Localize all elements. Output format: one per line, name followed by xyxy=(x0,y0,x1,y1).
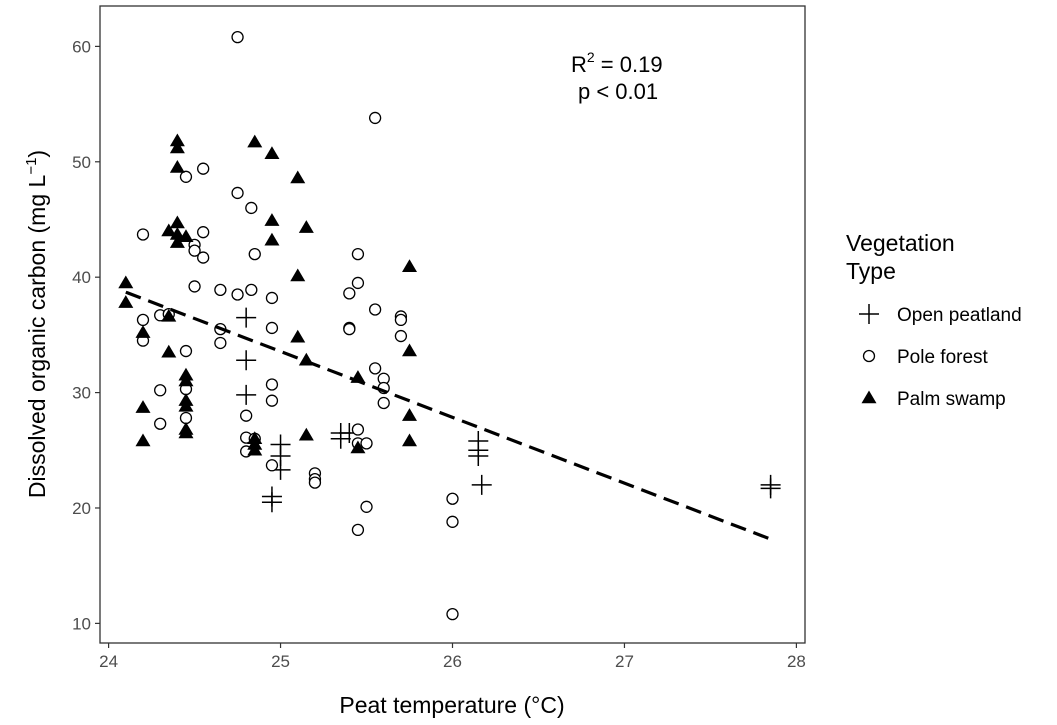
pole-forest-point xyxy=(361,438,372,449)
pole-forest-point xyxy=(344,324,355,335)
pole-forest-point xyxy=(249,249,260,260)
r-squared-annotation: R2 = 0.19 xyxy=(571,49,663,77)
pole-forest-point xyxy=(189,281,200,292)
legend-key-pole-forest xyxy=(864,351,875,362)
x-tick-label: 24 xyxy=(99,652,118,671)
y-tick-label: 10 xyxy=(72,614,91,633)
pole-forest-point xyxy=(246,202,257,213)
pole-forest-point xyxy=(447,516,458,527)
pole-forest-point xyxy=(232,187,243,198)
pole-forest-point xyxy=(361,501,372,512)
pole-forest-point xyxy=(198,252,209,263)
legend-label-open-peatland: Open peatland xyxy=(897,305,1022,326)
x-tick-label: 25 xyxy=(271,652,290,671)
pole-forest-point xyxy=(352,277,363,288)
pole-forest-point xyxy=(344,288,355,299)
legend-title-line1: Vegetation xyxy=(846,230,955,256)
pole-forest-point xyxy=(266,395,277,406)
pole-forest-point xyxy=(352,424,363,435)
pole-forest-point xyxy=(266,322,277,333)
pole-forest-point xyxy=(378,397,389,408)
pole-forest-point xyxy=(395,331,406,342)
pole-forest-point xyxy=(309,477,320,488)
pole-forest-point xyxy=(215,284,226,295)
y-tick-label: 20 xyxy=(72,499,91,518)
y-tick-label: 30 xyxy=(72,384,91,403)
pole-forest-point xyxy=(447,493,458,504)
pole-forest-point xyxy=(180,346,191,357)
legend-title-line2: Type xyxy=(846,258,896,284)
legend-label-pole-forest: Pole forest xyxy=(897,347,989,368)
pole-forest-point xyxy=(232,289,243,300)
pole-forest-point xyxy=(215,337,226,348)
x-tick-label: 27 xyxy=(615,652,634,671)
p-value-annotation: p < 0.01 xyxy=(578,79,658,104)
pole-forest-point xyxy=(241,410,252,421)
legend-label-palm-swamp: Palm swamp xyxy=(897,389,1006,410)
pole-forest-point xyxy=(180,171,191,182)
pole-forest-point xyxy=(246,284,257,295)
pole-forest-point xyxy=(232,32,243,43)
pole-forest-point xyxy=(370,112,381,123)
pole-forest-point xyxy=(180,412,191,423)
pole-forest-point xyxy=(370,363,381,374)
pole-forest-point xyxy=(447,609,458,620)
pole-forest-point xyxy=(266,460,277,471)
y-tick-label: 60 xyxy=(72,37,91,56)
x-tick-label: 28 xyxy=(787,652,806,671)
pole-forest-point xyxy=(198,227,209,238)
pole-forest-point xyxy=(198,163,209,174)
pole-forest-point xyxy=(266,292,277,303)
pole-forest-point xyxy=(395,314,406,325)
pole-forest-point xyxy=(352,249,363,260)
pole-forest-point xyxy=(137,314,148,325)
x-axis-title: Peat temperature (°C) xyxy=(339,692,564,718)
y-axis-title: Dissolved organic carbon (mg L−1) xyxy=(23,150,50,498)
x-tick-label: 26 xyxy=(443,652,462,671)
pole-forest-point xyxy=(370,304,381,315)
pole-forest-point xyxy=(266,379,277,390)
pole-forest-point xyxy=(155,418,166,429)
y-tick-label: 40 xyxy=(72,268,91,287)
pole-forest-point xyxy=(155,385,166,396)
pole-forest-point xyxy=(137,229,148,240)
pole-forest-point xyxy=(352,524,363,535)
y-tick-label: 50 xyxy=(72,153,91,172)
